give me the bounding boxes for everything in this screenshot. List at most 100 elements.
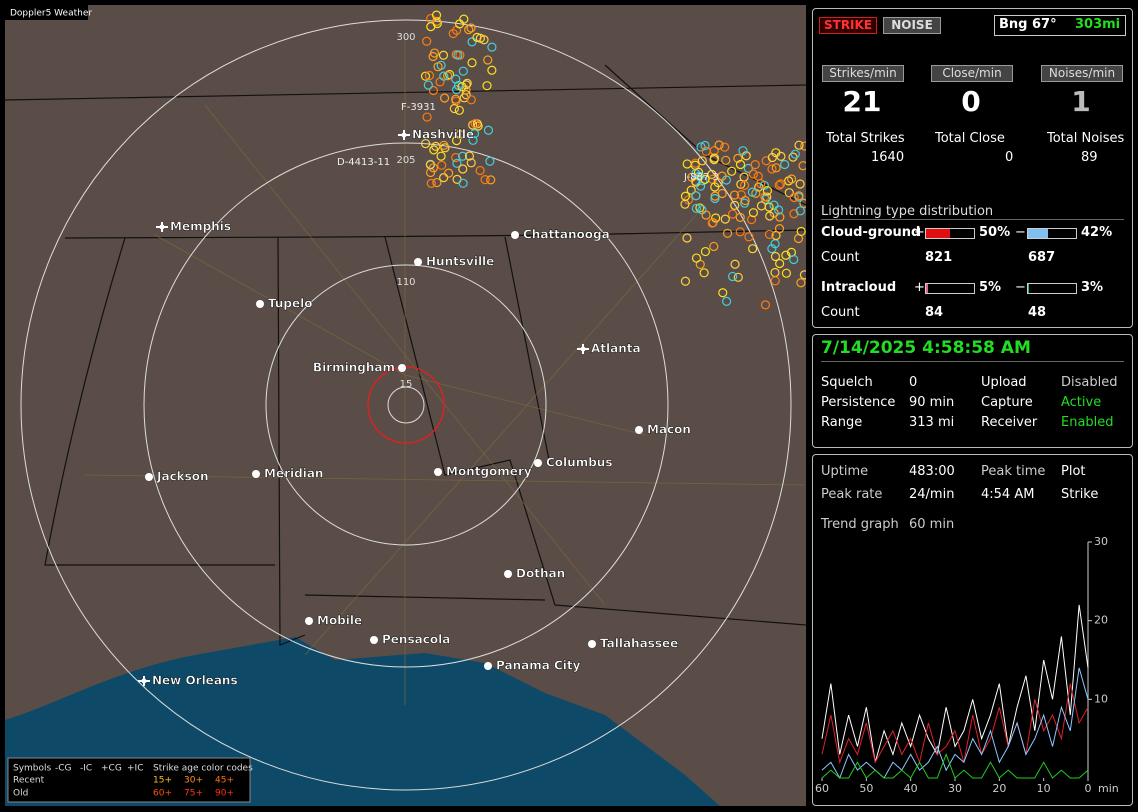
strike-button[interactable]: STRIKE: [819, 17, 877, 34]
legend-header: Symbols: [13, 764, 52, 774]
x-tick-label: 60: [815, 782, 829, 795]
strike: [431, 10, 442, 20]
state-borders: [5, 64, 806, 646]
strike: [722, 296, 732, 306]
ring: [143, 142, 669, 668]
strike: [738, 146, 748, 156]
strike: [710, 193, 720, 204]
total-label: Total Strikes: [826, 131, 905, 146]
strike: [710, 182, 720, 192]
strike: [482, 81, 492, 91]
y-tick-label: 20: [1094, 614, 1108, 627]
strike: [693, 167, 704, 177]
station-label: D-4413-11: [337, 157, 390, 168]
total-value: 1640: [871, 150, 905, 165]
city-dot: [398, 364, 406, 372]
total-value: 89: [1081, 150, 1098, 165]
strike: [756, 201, 767, 211]
strike: [448, 28, 458, 39]
count: 48: [1028, 305, 1047, 320]
strike: [748, 169, 758, 179]
ring-label: 15: [400, 379, 413, 390]
strike: [748, 244, 758, 254]
strike: [701, 210, 711, 220]
strike: [764, 229, 775, 240]
strike: [743, 163, 753, 174]
strike: [741, 151, 751, 161]
strike: [468, 135, 478, 145]
pct-label: 5%: [979, 280, 1002, 295]
strike: [487, 65, 497, 75]
city-label: Chattanooga: [523, 228, 610, 242]
status-field: Disabled: [1061, 375, 1118, 390]
strike: [720, 142, 730, 152]
x-tick-label: 0: [1085, 782, 1092, 795]
map: 300 205 110 15 Nashville Memphis Chattanooga H…: [5, 5, 806, 806]
pct-label: 3%: [1081, 280, 1104, 295]
strike: [736, 179, 746, 189]
status-field: Active: [1061, 395, 1102, 410]
strike: [730, 200, 740, 210]
city-label: Memphis: [170, 220, 231, 234]
stat-field: Uptime: [821, 464, 869, 479]
status-field: Persistence: [821, 395, 896, 410]
rate-button[interactable]: Close/min: [931, 65, 1013, 82]
strike: [796, 226, 806, 237]
ring-label: 110: [396, 277, 415, 288]
strike: [451, 94, 461, 104]
legend-box: [7, 757, 251, 803]
strike: [439, 93, 450, 103]
status-field: Enabled: [1061, 415, 1114, 430]
city-dot: [370, 636, 378, 644]
strike: [467, 58, 477, 68]
strike: [428, 163, 439, 173]
sign: −: [1015, 225, 1026, 240]
city-dot: [434, 468, 442, 476]
strike: [700, 246, 711, 257]
strike: [698, 176, 708, 186]
strike: [437, 160, 447, 170]
city-label: Tallahassee: [600, 637, 678, 651]
strike: [784, 188, 794, 198]
strike: [425, 160, 436, 170]
airport-icon: [156, 222, 168, 232]
rate-value: 21: [842, 85, 882, 118]
count-label: Count: [821, 250, 860, 265]
status-field: Upload: [981, 375, 1027, 390]
strike: [760, 192, 770, 202]
strike: [707, 218, 717, 228]
noise-button[interactable]: NOISE: [883, 17, 941, 34]
strike: [451, 152, 461, 163]
total-label: Total Noises: [1047, 131, 1125, 146]
status-field: 0: [909, 375, 918, 390]
status-field: Squelch: [821, 375, 873, 390]
strike: [735, 159, 746, 170]
strike: [788, 152, 798, 162]
strike: [420, 138, 431, 149]
strike: [750, 159, 760, 170]
city-label: Nashville: [412, 128, 474, 142]
strike: [790, 149, 800, 159]
strike: [770, 276, 780, 286]
rate-button[interactable]: Noises/min: [1041, 65, 1123, 82]
strike: [438, 50, 449, 60]
strike: [774, 224, 785, 234]
airport-icon: [138, 676, 150, 686]
city-dot: [635, 426, 643, 434]
x-tick-label: 10: [1037, 782, 1051, 795]
city-label: Tupelo: [268, 297, 313, 311]
x-tick-label: 50: [859, 782, 873, 795]
rate-button[interactable]: Strikes/min: [822, 65, 904, 82]
city-label: New Orleans: [152, 674, 238, 688]
strike: [721, 155, 731, 165]
status-box: 7/14/2025 4:58:58 AM Squelch 0 Upload Disab…: [812, 334, 1133, 448]
distance: 303mi: [1075, 17, 1121, 32]
city-label: Macon: [647, 423, 691, 437]
strike: [449, 103, 459, 114]
strike: [454, 19, 465, 29]
strike: [781, 250, 791, 260]
strike: [794, 140, 804, 150]
strike: [483, 125, 494, 135]
airport-icon: [398, 130, 410, 140]
pct-bar: [1027, 283, 1077, 294]
